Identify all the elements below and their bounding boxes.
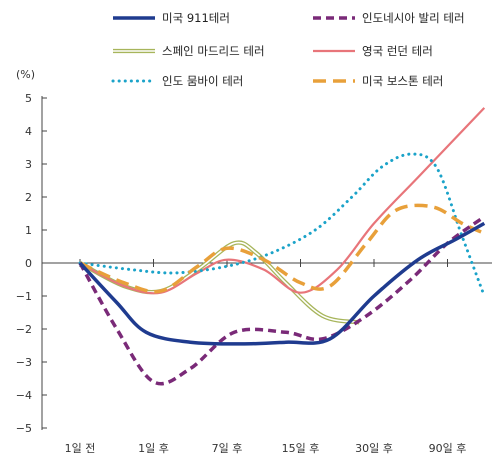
legend-label: 인도 뭄바이 테러 bbox=[162, 74, 243, 88]
x-tick-label: 1일 후 bbox=[138, 441, 169, 455]
legend-label: 미국 보스톤 테러 bbox=[362, 74, 443, 88]
y-tick-label: 4 bbox=[25, 125, 32, 138]
y-tick-label: −4 bbox=[16, 389, 32, 402]
x-tick-label: 7일 후 bbox=[212, 441, 243, 455]
y-tick-label: −1 bbox=[16, 290, 32, 303]
y-tick-label: 2 bbox=[25, 191, 32, 204]
y-tick-label: −3 bbox=[16, 356, 32, 369]
x-tick-label: 15일 후 bbox=[282, 441, 320, 455]
y-tick-label: −5 bbox=[16, 422, 32, 435]
legend-label: 미국 911테러 bbox=[162, 11, 230, 25]
y-tick-label: −2 bbox=[16, 323, 32, 336]
legend-label: 인도네시아 발리 테러 bbox=[362, 11, 465, 25]
y-tick-label: 1 bbox=[25, 224, 32, 237]
x-tick-label: 30일 후 bbox=[355, 441, 393, 455]
series-line-1 bbox=[78, 215, 486, 386]
y-tick-label: 0 bbox=[25, 257, 32, 270]
y-tick-label: 3 bbox=[25, 158, 32, 171]
series-line-3 bbox=[79, 107, 486, 295]
series-line-0 bbox=[78, 221, 486, 346]
axes: (%) 5 4 3 2 1 0 −1 −2 −3 −4 −5 1일 전 1일 후 7일 후 15일 후 30일 … bbox=[16, 68, 492, 455]
legend-label: 영국 런던 테러 bbox=[362, 44, 433, 58]
y-axis-unit-label: (%) bbox=[16, 68, 35, 81]
x-tick-label: 90일 후 bbox=[429, 441, 467, 455]
series-line-5 bbox=[79, 203, 485, 294]
series-line-4 bbox=[78, 152, 486, 298]
series-lines bbox=[78, 107, 486, 386]
legend-label: 스페인 마드리드 테러 bbox=[162, 44, 265, 58]
y-tick-label: 5 bbox=[25, 92, 32, 105]
x-tick-label: 1일 전 bbox=[65, 441, 96, 455]
